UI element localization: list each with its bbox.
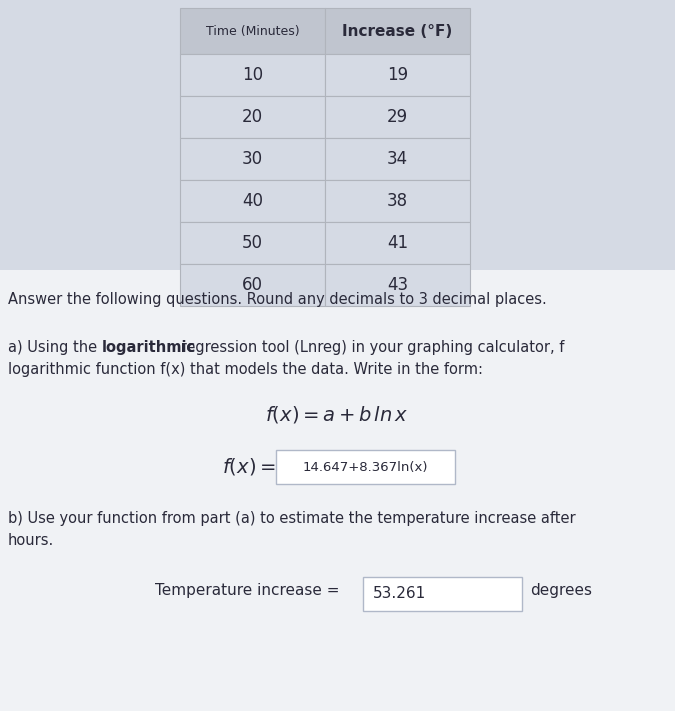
Bar — [180, 222, 325, 264]
Text: 34: 34 — [387, 150, 408, 168]
Text: 38: 38 — [387, 192, 408, 210]
FancyBboxPatch shape — [363, 577, 522, 611]
Text: 10: 10 — [242, 66, 263, 84]
Text: logarithmic function f(x) that models the data. Write in the form:: logarithmic function f(x) that models th… — [8, 362, 483, 377]
Text: 20: 20 — [242, 108, 263, 126]
Text: $f(x) =$: $f(x) =$ — [222, 456, 276, 477]
Text: Temperature increase =: Temperature increase = — [155, 583, 344, 598]
Text: 29: 29 — [387, 108, 408, 126]
Text: 50: 50 — [242, 234, 263, 252]
Text: b) Use your function from part (a) to estimate the temperature increase after: b) Use your function from part (a) to es… — [8, 511, 576, 526]
Bar — [325, 8, 470, 54]
Bar — [180, 180, 325, 222]
FancyBboxPatch shape — [276, 450, 455, 484]
Text: 40: 40 — [242, 192, 263, 210]
Text: 30: 30 — [242, 150, 263, 168]
Bar — [180, 8, 325, 54]
Bar — [325, 180, 470, 222]
Bar — [325, 264, 470, 306]
Text: hours.: hours. — [8, 533, 54, 548]
Text: degrees: degrees — [530, 583, 592, 598]
Text: Time (Minutes): Time (Minutes) — [206, 24, 299, 38]
Text: 41: 41 — [387, 234, 408, 252]
Text: Increase (°F): Increase (°F) — [342, 23, 453, 38]
Text: regression tool (Lnreg) in your graphing calculator, f: regression tool (Lnreg) in your graphing… — [176, 340, 564, 355]
Bar — [325, 222, 470, 264]
Text: a) Using the: a) Using the — [8, 340, 102, 355]
Text: 53.261: 53.261 — [373, 587, 426, 602]
Text: 14.647+8.367ln(x): 14.647+8.367ln(x) — [303, 461, 428, 474]
Bar — [0, 270, 675, 711]
Text: logarithmic: logarithmic — [102, 340, 196, 355]
Text: Answer the following questions. Round any decimals to 3 decimal places.: Answer the following questions. Round an… — [8, 292, 547, 307]
Bar — [180, 138, 325, 180]
Bar — [325, 96, 470, 138]
Bar — [180, 96, 325, 138]
Text: 60: 60 — [242, 276, 263, 294]
Bar — [180, 54, 325, 96]
Bar — [180, 264, 325, 306]
Text: 43: 43 — [387, 276, 408, 294]
Text: $f(x) = a + b\,ln\,x$: $f(x) = a + b\,ln\,x$ — [265, 404, 409, 425]
Bar — [325, 138, 470, 180]
Bar — [325, 54, 470, 96]
Text: 19: 19 — [387, 66, 408, 84]
